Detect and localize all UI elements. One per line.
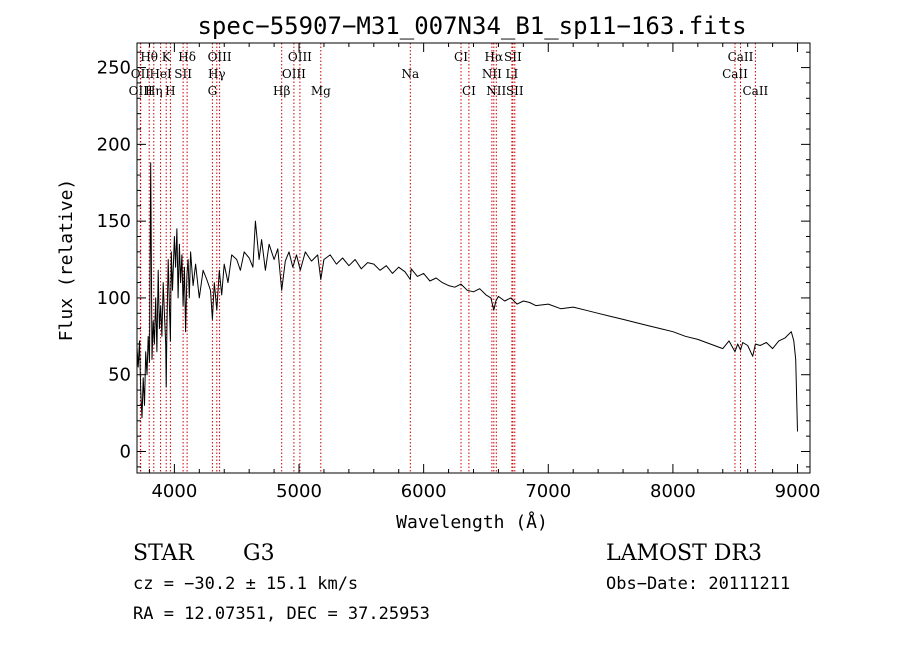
object-class: STAR — [133, 541, 195, 566]
y-tick-label-1: 50 — [108, 365, 131, 386]
y-axis-label: Flux (relative) — [56, 179, 77, 342]
line-label-19: Hα — [485, 50, 504, 64]
y-tick-label-0: 0 — [120, 442, 131, 463]
line-label-24: SII — [506, 84, 524, 98]
coordinates: RA = 12.07351, DEC = 37.25953 — [133, 604, 430, 624]
line-label-9: OIII — [208, 50, 232, 64]
y-tick-label-3: 150 — [97, 211, 131, 232]
line-label-12: OIII — [288, 50, 312, 64]
series-layer — [136, 162, 798, 432]
line-label-0: Hθ — [140, 50, 158, 64]
line-label-21: NII — [486, 84, 506, 98]
line-label-2: HeI — [149, 67, 172, 81]
survey-name: LAMOST DR3 — [606, 541, 762, 566]
line-marker-layer — [139, 43, 756, 473]
y-tick-label-5: 250 — [97, 58, 131, 79]
line-label-14: Hβ — [273, 84, 290, 98]
line-label-7: H — [165, 84, 175, 98]
plot-frame — [136, 42, 811, 474]
x-tick-label-5: 9000 — [775, 481, 821, 502]
x-tick-label-3: 7000 — [525, 481, 571, 502]
line-label-17: CI — [454, 50, 468, 64]
line-label-20: NII — [482, 67, 502, 81]
tick-layer: 4000 5000 6000 7000 8000 9000 0 50 100 150 200 250 — [97, 43, 821, 502]
y-tick-label-4: 200 — [97, 134, 131, 155]
line-label-11: G — [208, 84, 218, 98]
line-label-18: CI — [462, 84, 476, 98]
line-label-10: Hγ — [208, 67, 226, 81]
line-label-6: SII — [174, 67, 192, 81]
x-axis-label: Wavelength (Å) — [396, 511, 548, 533]
x-tick-label-2: 6000 — [401, 481, 447, 502]
series-line-spectrum — [136, 162, 798, 432]
object-subclass: G3 — [243, 541, 275, 566]
redshift-velocity: cz = −30.2 ± 15.1 km/s — [133, 574, 358, 594]
line-label-22: SII — [504, 50, 522, 64]
x-tick-label-4: 8000 — [650, 481, 696, 502]
line-label-4: Hη — [145, 84, 163, 98]
line-label-15: Mg — [311, 84, 331, 98]
line-label-27: CaII — [742, 84, 768, 98]
line-label-26: CaII — [722, 67, 748, 81]
line-label-16: Na — [401, 67, 419, 81]
observation-date: Obs−Date: 20111211 — [606, 574, 790, 594]
chart-title: spec−55907−M31_007N34_B1_sp11−163.fits — [197, 12, 746, 40]
line-label-13: OIII — [282, 67, 306, 81]
line-label-8: Hδ — [178, 50, 196, 64]
line-label-1: OII — [131, 67, 151, 81]
x-tick-label-0: 4000 — [151, 481, 197, 502]
line-label-5: K — [162, 50, 172, 64]
line-label-3: OIII — [129, 84, 153, 98]
y-tick-label-2: 100 — [97, 288, 131, 309]
line-label-25: CaII — [728, 50, 754, 64]
x-tick-label-1: 5000 — [276, 481, 322, 502]
line-label-23: LI — [506, 67, 519, 81]
